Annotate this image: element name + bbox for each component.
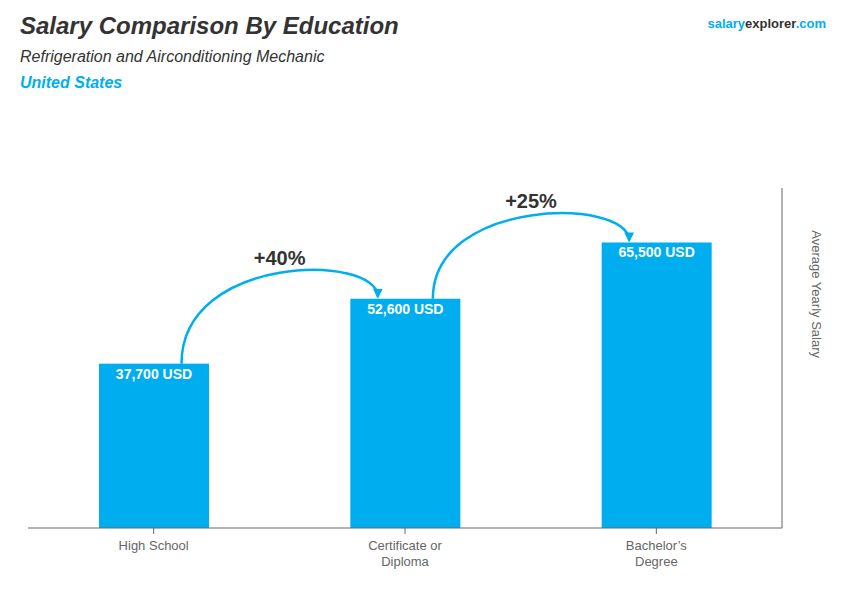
html-text:United States: United States [20,74,123,91]
svg-text:High School: High School [119,538,189,553]
svg-text:Average Yearly Salary: Average Yearly Salary [809,230,824,358]
svg-text:+25%: +25% [505,190,557,212]
svg-text:52,600 USD: 52,600 USD [367,301,443,317]
svg-text:65,500 USD: 65,500 USD [619,244,695,260]
html-text:salary explorer.com: salary explorer.com [707,16,826,31]
svg-text:Bachelor’sDegree: Bachelor’sDegree [626,538,687,569]
svg-text:+40%: +40% [254,247,306,269]
svg-text:37,700 USD: 37,700 USD [116,366,192,382]
html-text:Refrigeration and Aircondition: Refrigeration and Airconditioning Mechan… [20,48,325,65]
html-text:Salary Comparison By Education: Salary Comparison By Education [20,12,399,39]
svg-text:Certificate orDiploma: Certificate orDiploma [368,538,442,569]
